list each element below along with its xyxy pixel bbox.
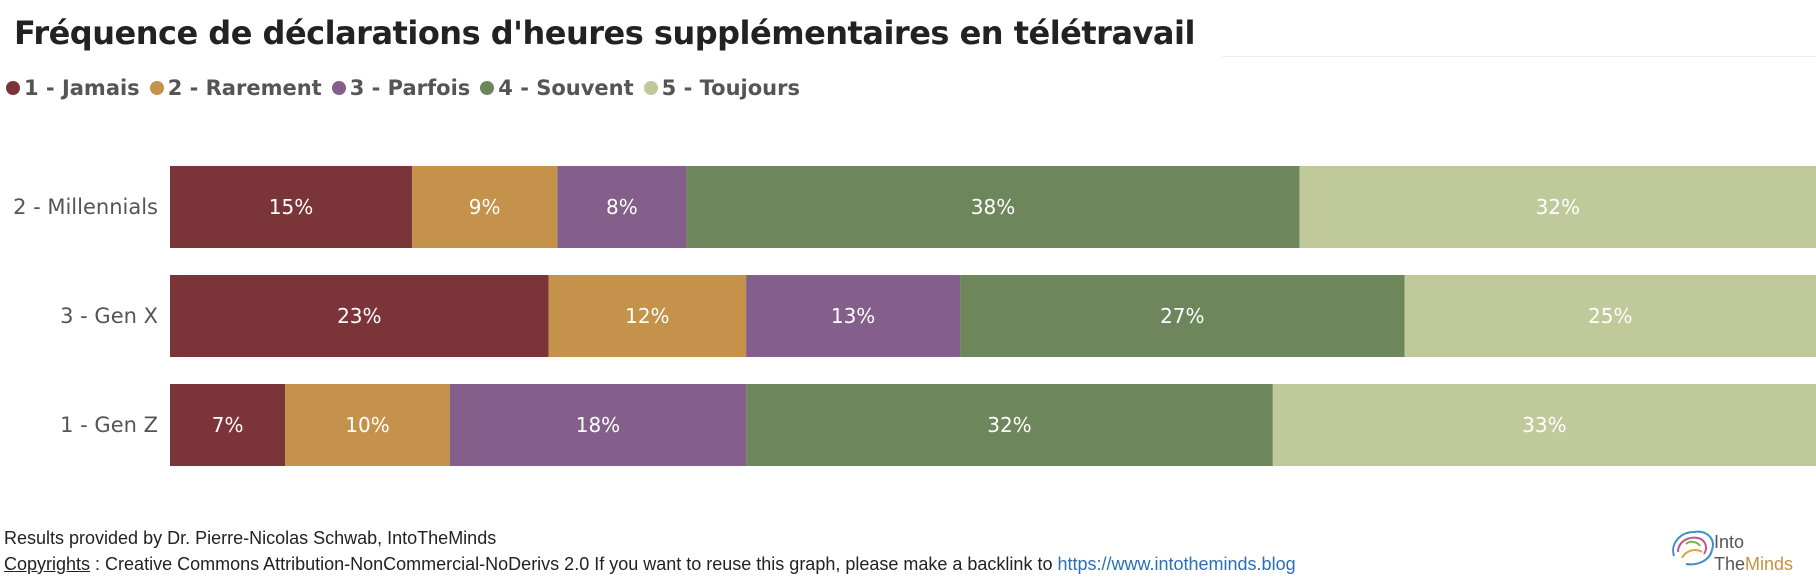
data-label: 33% (1522, 413, 1566, 437)
logo-into: Into (1714, 532, 1744, 552)
bar-segment[interactable] (449, 384, 747, 466)
brain-icon (1672, 530, 1714, 566)
data-label: 8% (606, 195, 638, 219)
bar-segment[interactable] (1299, 166, 1816, 248)
chart: 2 - Millennials 15% 9% 8% 38% 32% 3 - Gen X 23%… (13, 166, 1816, 466)
intotheminds-logo: Into TheMinds (1672, 530, 1793, 574)
legend-item[interactable]: 1 - Jamais (6, 76, 140, 100)
legend-marker (643, 81, 658, 95)
data-label: 12% (625, 304, 669, 328)
data-label: 7% (212, 413, 244, 437)
data-label: 38% (971, 195, 1015, 219)
legend-marker (6, 81, 20, 95)
bar-segment[interactable] (412, 166, 558, 248)
legend-label: 4 - Souvent (498, 76, 634, 100)
copyright-text: : Creative Commons Attribution-NonCommer… (90, 554, 1058, 574)
data-label: 23% (337, 304, 381, 328)
data-label: 27% (1160, 304, 1204, 328)
bar-segment[interactable] (285, 384, 450, 466)
data-label: 9% (469, 195, 501, 219)
legend-label: 1 - Jamais (24, 76, 140, 100)
category-label: 1 - Gen Z (60, 413, 158, 437)
bar-segment[interactable] (548, 275, 747, 357)
data-label: 32% (1536, 195, 1580, 219)
legend-marker (480, 81, 495, 95)
legend-label: 2 - Rarement (167, 76, 322, 100)
legend-item[interactable]: 5 - Toujours (643, 76, 800, 100)
logo-the: The (1714, 554, 1745, 574)
legend-marker (331, 81, 346, 95)
bar-segment[interactable] (746, 275, 961, 357)
chart-title: Fréquence de déclarations d'heures suppl… (14, 14, 1195, 52)
legend-marker (149, 81, 164, 95)
blog-link[interactable]: https://www.intotheminds.blog (1057, 554, 1296, 574)
legend-item[interactable]: 3 - Parfois (331, 76, 471, 100)
bar-segment[interactable] (170, 275, 549, 357)
footer-copyright: Copyrights : Creative Commons Attributio… (4, 554, 1296, 575)
svg-text:TheMinds: TheMinds (1714, 554, 1793, 574)
bar-segment[interactable] (170, 384, 286, 466)
bar-segment[interactable] (1272, 384, 1816, 466)
category-label: 2 - Millennials (13, 195, 158, 219)
legend-item[interactable]: 4 - Souvent (480, 76, 634, 100)
data-label: 10% (345, 413, 389, 437)
category-label: 3 - Gen X (60, 304, 158, 328)
legend-label: 5 - Toujours (661, 76, 800, 100)
data-label: 13% (831, 304, 875, 328)
data-label: 25% (1588, 304, 1632, 328)
legend-item[interactable]: 2 - Rarement (149, 76, 322, 100)
bar-segment[interactable] (960, 275, 1405, 357)
bar-segment[interactable] (1404, 275, 1816, 357)
title-divider (1222, 56, 1816, 57)
bar-segment[interactable] (686, 166, 1300, 248)
bar-segment[interactable] (557, 166, 687, 248)
legend: 1 - Jamais 2 - Rarement 3 - Parfois 4 - Sou… (6, 76, 810, 100)
bar-segment[interactable] (746, 384, 1273, 466)
logo-minds: Minds (1745, 554, 1793, 574)
data-label: 32% (987, 413, 1031, 437)
data-label: 15% (269, 195, 313, 219)
legend-label: 3 - Parfois (349, 76, 471, 100)
footer-credit: Results provided by Dr. Pierre-Nicolas S… (4, 528, 497, 548)
copyright-label: Copyrights (4, 554, 91, 574)
bar-segment[interactable] (170, 166, 413, 248)
data-label: 18% (576, 413, 620, 437)
